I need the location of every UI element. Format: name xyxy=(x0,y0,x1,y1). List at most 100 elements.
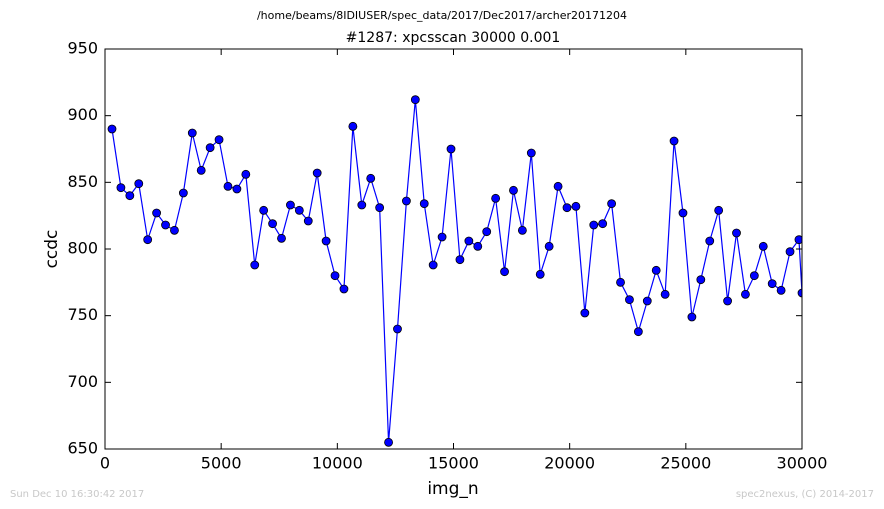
data-point xyxy=(116,183,126,193)
y-axis-label: ccdc xyxy=(42,230,62,269)
x-tick-label: 10000 xyxy=(312,454,363,473)
x-tick-label: 25000 xyxy=(660,454,711,473)
data-point xyxy=(464,236,474,246)
data-point xyxy=(651,265,661,275)
data-point xyxy=(402,196,411,206)
y-tick-label: 700 xyxy=(67,372,98,391)
data-point xyxy=(714,205,724,215)
data-point xyxy=(526,148,536,158)
data-point xyxy=(366,173,376,183)
data-point xyxy=(741,289,750,299)
timestamp: Sun Dec 10 16:30:42 2017 xyxy=(10,489,144,500)
data-point xyxy=(428,260,438,270)
data-point xyxy=(732,228,741,238)
data-point xyxy=(178,188,188,198)
plot-frame xyxy=(104,48,803,450)
data-point xyxy=(223,181,233,191)
data-point xyxy=(571,201,581,211)
data-point xyxy=(562,203,572,213)
data-point xyxy=(303,216,313,226)
data-point xyxy=(625,295,634,305)
data-point xyxy=(509,185,518,195)
x-tick-label: 5000 xyxy=(201,454,242,473)
data-point xyxy=(767,279,777,289)
data-point xyxy=(419,199,429,209)
data-point xyxy=(553,181,563,191)
data-point xyxy=(598,219,608,229)
y-tick-label: 850 xyxy=(67,172,98,191)
data-point xyxy=(384,437,393,447)
data-point xyxy=(797,288,802,298)
data-point xyxy=(312,168,322,178)
data-point xyxy=(393,324,402,334)
data-point xyxy=(696,275,706,285)
x-tick-label: 15000 xyxy=(428,454,479,473)
chart-title: #1287: xpcsscan 30000 0.001 xyxy=(346,30,561,46)
data-point xyxy=(517,225,527,235)
suptitle: /home/beams/8IDIUSER/spec_data/2017/Dec2… xyxy=(257,9,627,22)
data-point xyxy=(277,233,286,243)
credit: spec2nexus, (C) 2014-2017 xyxy=(736,489,874,500)
data-point xyxy=(214,135,224,145)
series-line xyxy=(111,99,802,443)
data-point xyxy=(205,143,215,153)
y-tick-label: 800 xyxy=(67,239,98,258)
x-tick-label: 20000 xyxy=(544,454,595,473)
data-point xyxy=(250,260,260,270)
data-point xyxy=(633,327,643,337)
y-tick-label: 950 xyxy=(67,39,98,58)
data-point xyxy=(678,208,688,218)
plot-area xyxy=(107,95,802,447)
data-point xyxy=(125,191,135,201)
data-point xyxy=(330,271,340,281)
y-tick-label: 750 xyxy=(67,305,98,324)
data-point xyxy=(785,247,795,257)
data-point xyxy=(500,267,509,277)
data-point xyxy=(375,203,385,213)
data-point xyxy=(437,232,447,242)
data-point xyxy=(749,271,759,281)
data-point xyxy=(268,219,277,229)
data-point xyxy=(660,289,670,299)
data-point xyxy=(723,296,732,306)
data-point xyxy=(616,277,625,287)
data-point xyxy=(589,220,599,230)
data-point xyxy=(134,179,144,189)
data-point xyxy=(321,236,331,246)
data-point xyxy=(357,200,367,210)
y-tick-label: 650 xyxy=(67,439,98,458)
data-point xyxy=(339,284,349,294)
data-point xyxy=(446,144,456,154)
data-point xyxy=(705,236,715,246)
data-point xyxy=(794,235,802,245)
data-point xyxy=(535,269,545,279)
data-point xyxy=(187,128,197,138)
data-point xyxy=(259,205,269,215)
data-point xyxy=(196,165,206,175)
data-point xyxy=(473,241,483,251)
data-point xyxy=(161,220,170,230)
data-point xyxy=(607,199,617,209)
data-point xyxy=(107,124,117,134)
data-point xyxy=(152,208,162,218)
data-point xyxy=(687,312,697,322)
data-point xyxy=(758,241,768,251)
data-point xyxy=(669,136,679,146)
y-tick-label: 900 xyxy=(67,105,98,124)
data-point xyxy=(294,205,304,215)
x-tick-label: 0 xyxy=(100,454,110,473)
x-tick-label: 30000 xyxy=(777,454,828,473)
data-point xyxy=(455,255,465,265)
data-point xyxy=(482,227,492,237)
x-axis-label: img_n xyxy=(427,479,478,499)
data-point xyxy=(170,225,179,235)
data-point xyxy=(143,235,153,245)
data-point xyxy=(491,193,501,203)
data-point xyxy=(410,95,420,105)
data-point xyxy=(580,308,590,318)
data-point xyxy=(241,169,251,179)
data-point xyxy=(776,285,786,295)
data-point xyxy=(286,200,295,210)
data-point xyxy=(544,241,554,251)
